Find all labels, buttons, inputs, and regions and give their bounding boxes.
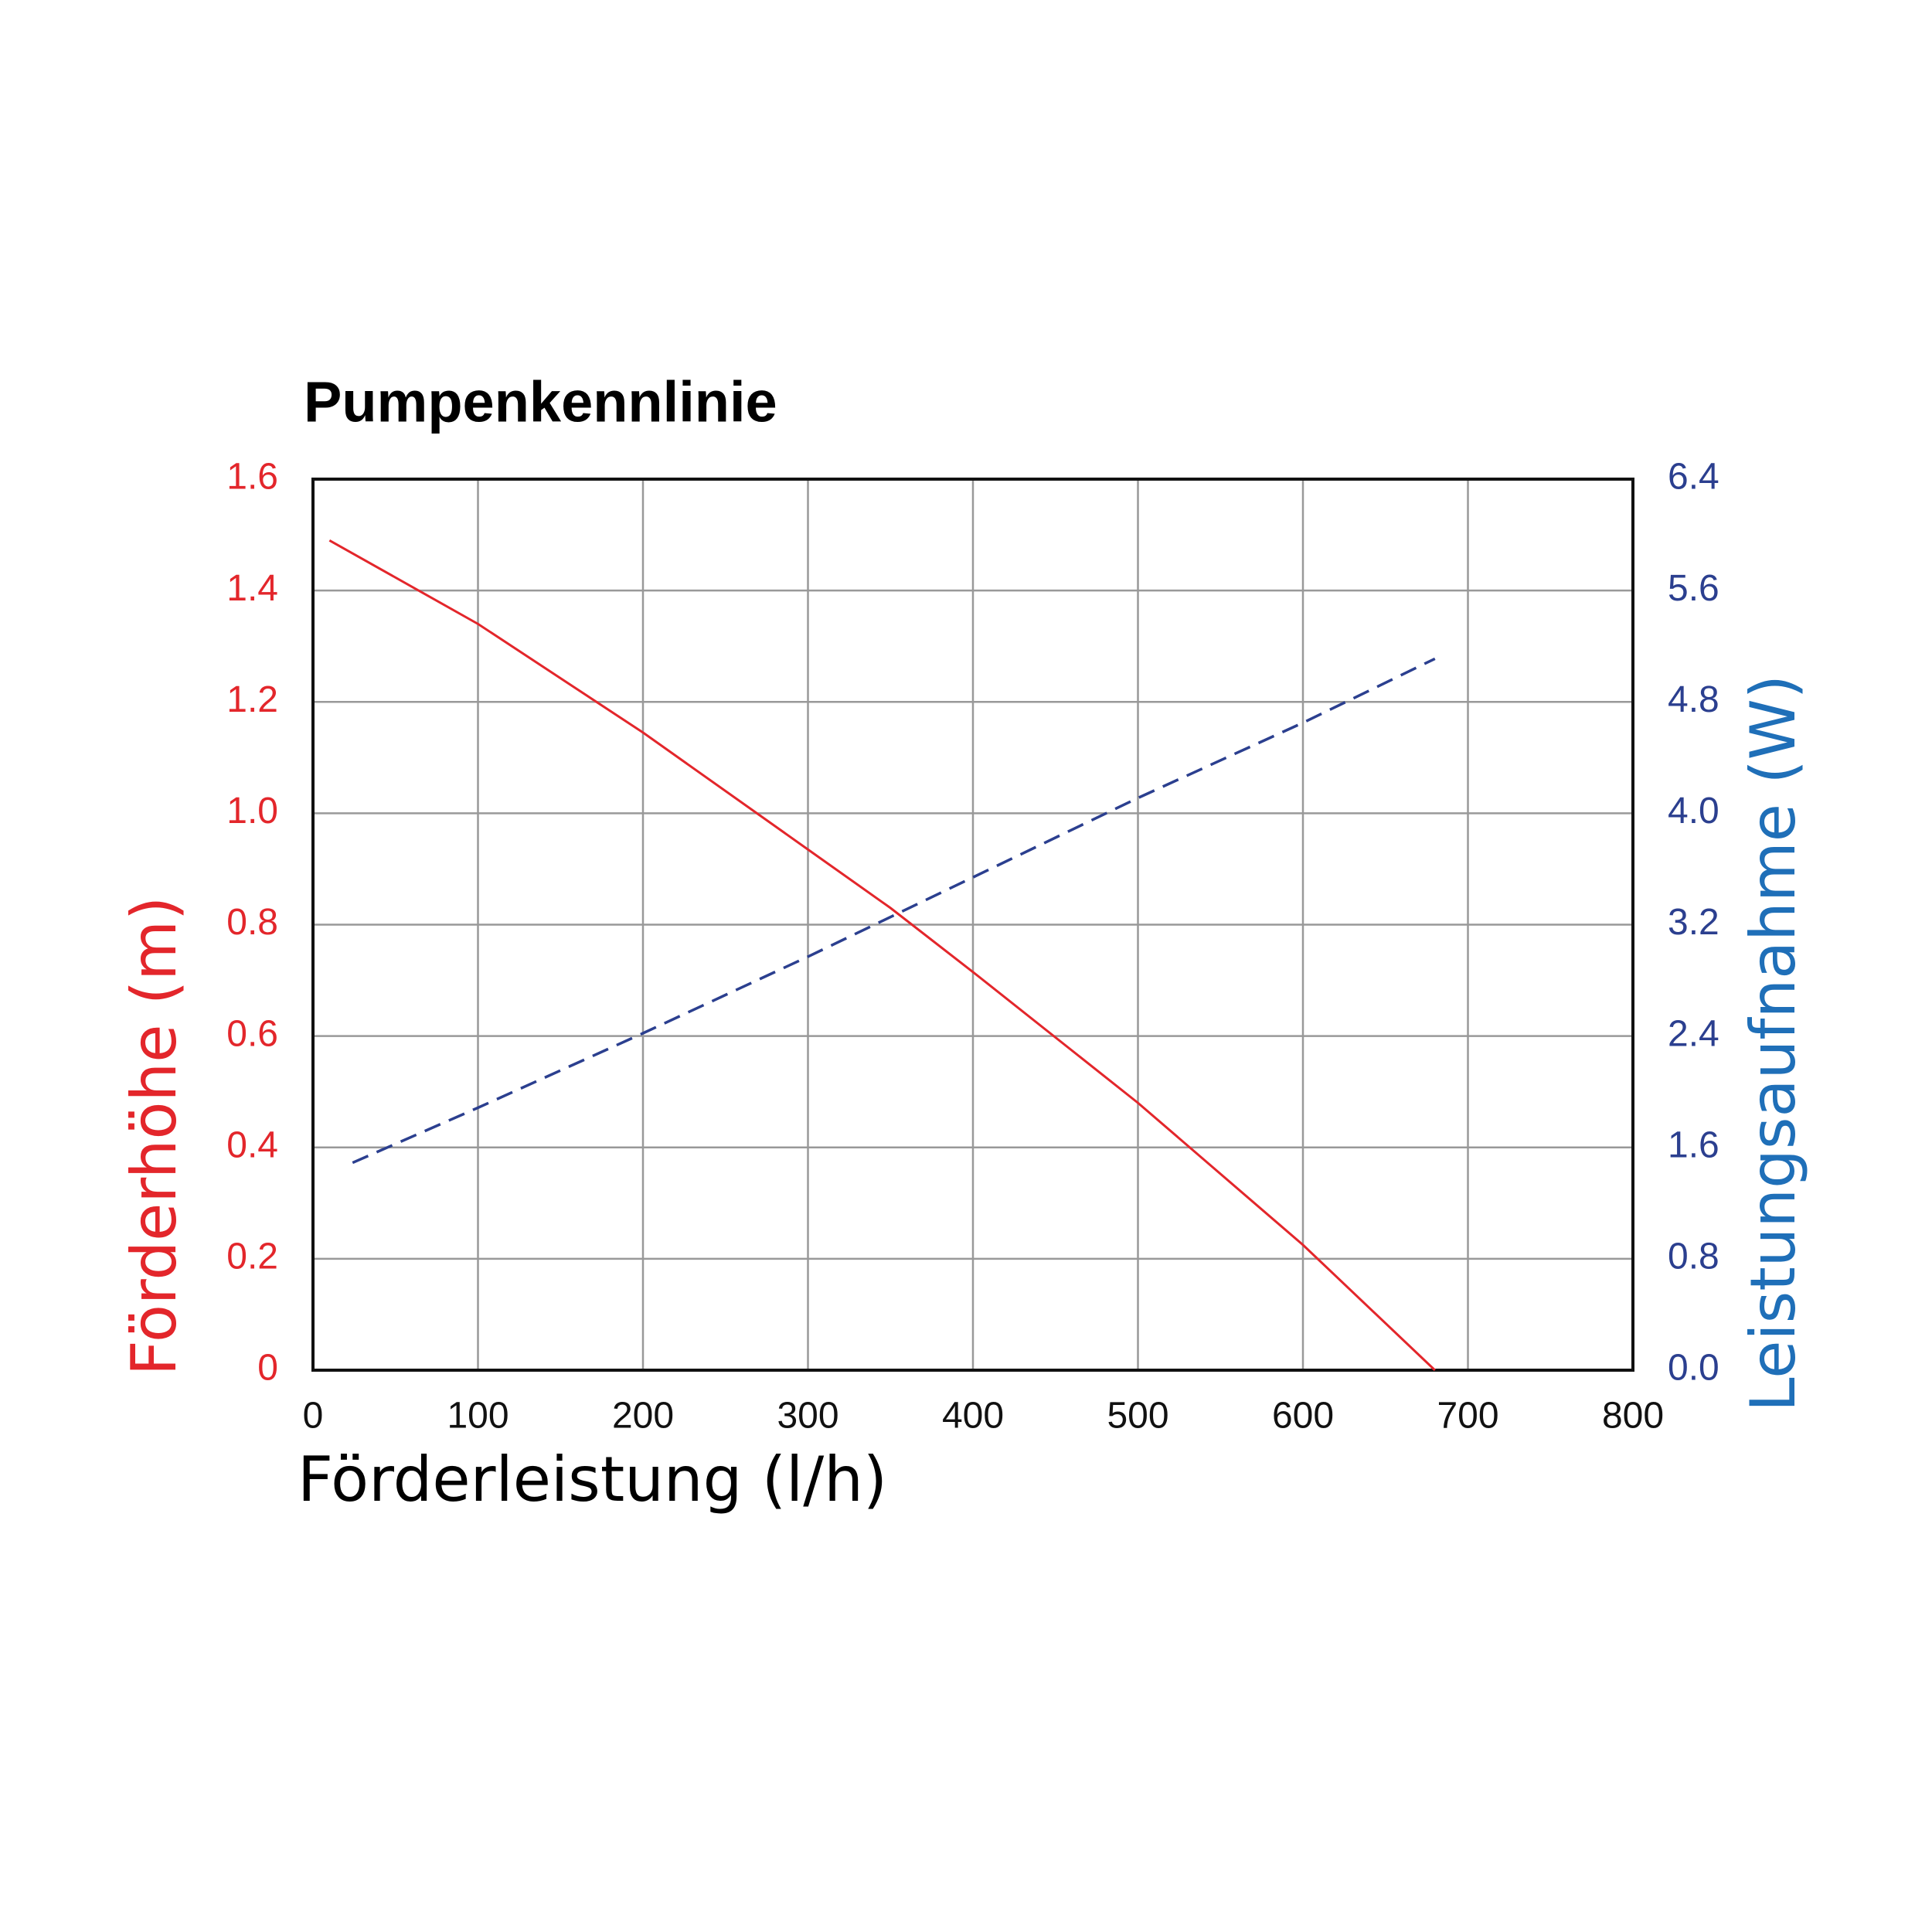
y2-tick-label: 4.8 [1668,679,1719,720]
y2-tick-label: 5.6 [1668,568,1719,609]
x-tick-label: 200 [612,1396,674,1437]
series-line [328,539,1436,1372]
y-tick-label: 1.4 [226,568,278,609]
y2-tick-label: 1.6 [1668,1124,1719,1165]
x-axis-label: Förderleistung (l/h) [298,1444,887,1515]
y2-tick-label: 0.8 [1668,1236,1719,1277]
x-tick-label: 700 [1437,1396,1498,1437]
y2-tick-label: 0.0 [1668,1348,1719,1389]
series-line [352,657,1436,1165]
x-tick-label: 500 [1107,1396,1168,1437]
x-tick-label: 300 [777,1396,838,1437]
x-tick-label: 100 [447,1396,509,1437]
x-tick-label: 400 [942,1396,1004,1437]
y2-tick-label: 3.2 [1668,902,1719,943]
y-tick-label: 0.6 [226,1013,278,1054]
chart-title: Pumpenkennlinie [304,370,777,434]
y-tick-label: 0.4 [226,1124,278,1165]
y2-tick-label: 4.0 [1668,791,1719,832]
y-tick-label: 0.2 [226,1236,278,1277]
plot-frame [311,478,1634,1372]
y-tick-label: 0 [257,1348,278,1389]
y-tick-label: 1.6 [226,457,278,498]
y-tick-label: 1.2 [226,679,278,720]
x-tick-label: 600 [1272,1396,1334,1437]
y2-tick-label: 2.4 [1668,1013,1719,1054]
y-axis-label: Förderhöhe (m) [118,896,190,1376]
y-tick-label: 1.0 [226,791,278,832]
y-tick-label: 0.8 [226,902,278,943]
y2-axis-label: Leistungsaufnahme (W) [1737,675,1809,1412]
y2-tick-label: 6.4 [1668,457,1719,498]
x-tick-label: 0 [303,1396,324,1437]
x-tick-label: 800 [1602,1396,1664,1437]
